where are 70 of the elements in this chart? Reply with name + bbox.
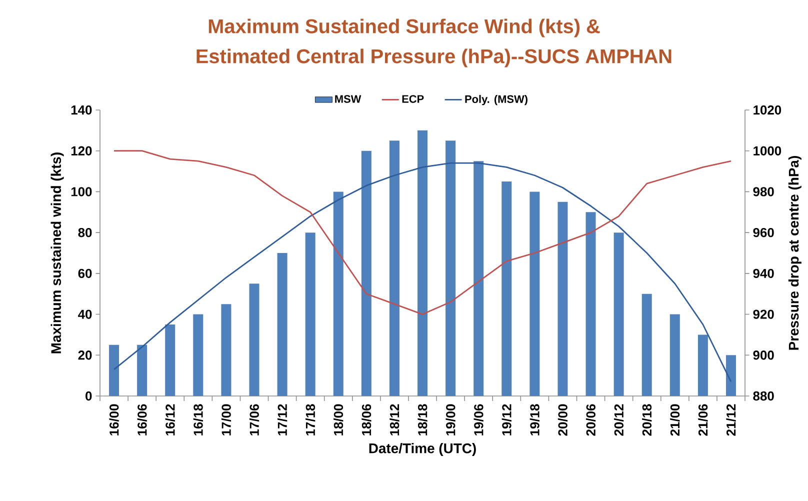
x-tick-label: 17/12	[277, 404, 288, 436]
bar	[418, 130, 428, 396]
bar	[558, 202, 568, 396]
x-tick-label: 21/06	[698, 404, 708, 436]
chart-subtitle: Estimated Central Pressure (hPa)--SUCS AMPHAN	[196, 48, 672, 68]
bar	[698, 334, 708, 396]
bar	[361, 150, 372, 396]
x-tick-label: 16/00	[109, 404, 119, 436]
y-tick-label: 20	[78, 350, 92, 360]
x-tick-label: 18/12	[390, 404, 400, 436]
chart-title: Maximum Sustained Surface Wind (kts) &	[208, 18, 600, 38]
bar	[277, 252, 288, 396]
x-tick-label: 19/00	[446, 404, 456, 436]
bar	[305, 232, 316, 396]
x-tick-label: 20/12	[614, 404, 624, 436]
x-tick-label: 20/06	[586, 404, 596, 436]
bar	[165, 324, 176, 396]
x-tick-label: 17/06	[249, 404, 260, 436]
y2-axis-title: Pressure drop at centre (hPa)	[788, 156, 802, 350]
bar	[642, 294, 652, 396]
y2-tick-label: 1020	[754, 105, 782, 115]
bar	[502, 181, 512, 396]
bar	[221, 304, 232, 396]
bar	[586, 212, 596, 396]
y-axis-title: Maximum sustained wind (kts)	[50, 152, 64, 354]
y-tick-label: 60	[78, 268, 92, 278]
legend-label: Poly. (MSW)	[465, 94, 528, 106]
x-tick-label: 19/18	[530, 404, 540, 436]
bar	[333, 192, 344, 396]
y-tick-label: 120	[71, 146, 92, 156]
y-tick-label: 140	[71, 105, 92, 115]
bar	[446, 140, 456, 396]
x-tick-label: 16/12	[165, 404, 175, 436]
x-tick-label: 18/00	[334, 404, 344, 436]
bar	[249, 284, 260, 396]
bar	[389, 140, 400, 396]
bar	[109, 344, 120, 396]
x-tick-label: 20/18	[642, 404, 652, 436]
y-tick-label: 80	[78, 228, 92, 238]
y2-tick-label: 1000	[754, 146, 782, 156]
y-tick-label: 0	[86, 391, 92, 401]
x-tick-label: 17/00	[221, 404, 232, 436]
y2-tick-label: 900	[753, 350, 774, 360]
x-tick-label: 16/06	[137, 404, 147, 436]
x-tick-label: 21/00	[670, 404, 680, 436]
bar	[670, 314, 680, 396]
y2-tick-label: 920	[753, 310, 774, 319]
x-tick-label: 18/06	[362, 404, 372, 436]
y2-tick-label: 880	[753, 391, 774, 401]
y-tick-label: 100	[71, 187, 92, 196]
x-tick-label: 19/06	[474, 404, 484, 436]
y2-tick-label: 960	[753, 228, 774, 238]
x-tick-label: 19/12	[502, 404, 512, 436]
y2-tick-label: 940	[753, 268, 774, 278]
x-tick-label: 18/18	[418, 404, 428, 436]
legend-label: MSW	[335, 95, 362, 103]
bar	[193, 314, 204, 396]
legend-label: ECP	[402, 95, 424, 103]
bar	[474, 161, 484, 396]
bar	[726, 355, 736, 396]
bar	[530, 192, 540, 396]
y-tick-label: 40	[78, 310, 92, 319]
bar	[614, 232, 624, 396]
x-axis-title: Date/Time (UTC)	[369, 443, 476, 456]
x-tick-label: 20/00	[558, 404, 568, 436]
y2-tick-label: 980	[753, 187, 774, 196]
x-tick-label: 16/18	[193, 404, 203, 436]
x-tick-label: 21/12	[726, 404, 736, 436]
x-tick-label: 17/18	[306, 404, 316, 436]
bar	[137, 344, 148, 396]
